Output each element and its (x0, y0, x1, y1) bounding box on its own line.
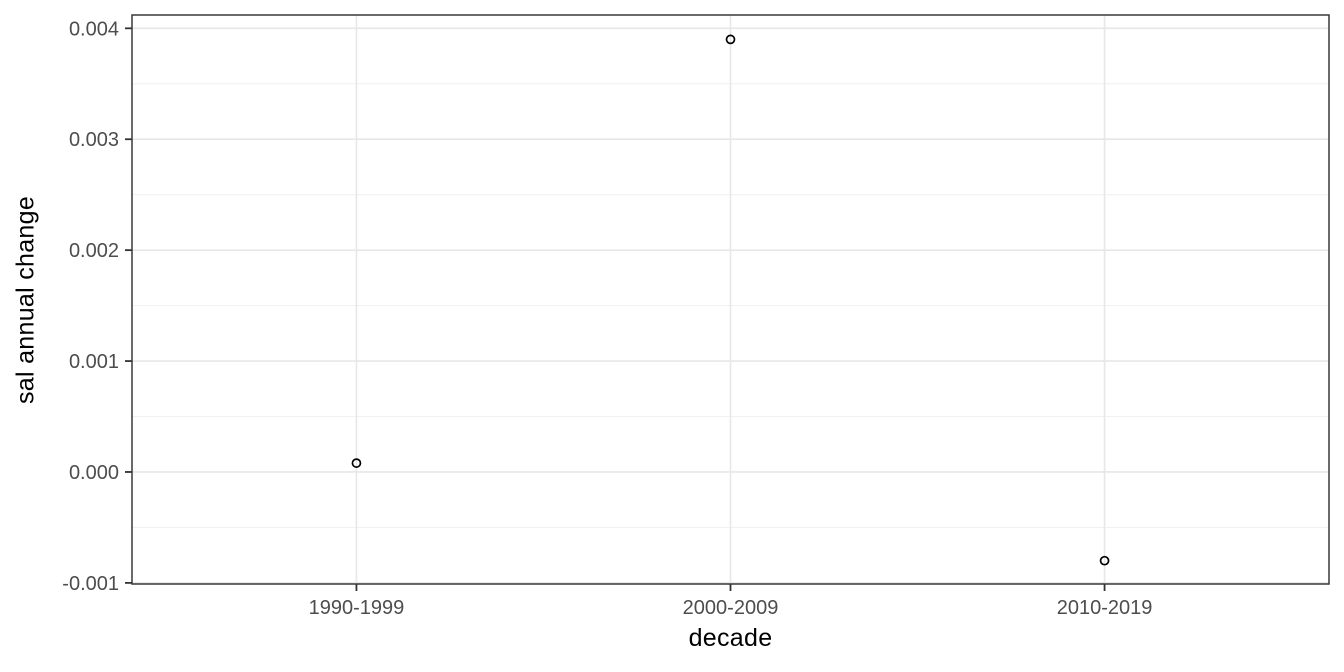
y-tick-label: 0.000 (69, 462, 119, 484)
x-tick-label: 2010-2019 (1057, 597, 1153, 619)
x-tick-label: 1990-1999 (309, 597, 405, 619)
x-tick-label: 2000-2009 (683, 597, 779, 619)
y-tick-label: 0.003 (69, 129, 119, 151)
data-point (351, 458, 362, 468)
y-axis-title: sal annual change (11, 195, 40, 405)
y-tick-label: 0.001 (69, 351, 119, 373)
data-point (725, 34, 736, 45)
y-tick-label: -0.001 (62, 573, 119, 595)
y-tick-label: 0.004 (69, 18, 119, 40)
data-point (1099, 555, 1110, 566)
y-tick-label: 0.002 (69, 240, 119, 262)
x-axis-title: decade (688, 624, 773, 652)
